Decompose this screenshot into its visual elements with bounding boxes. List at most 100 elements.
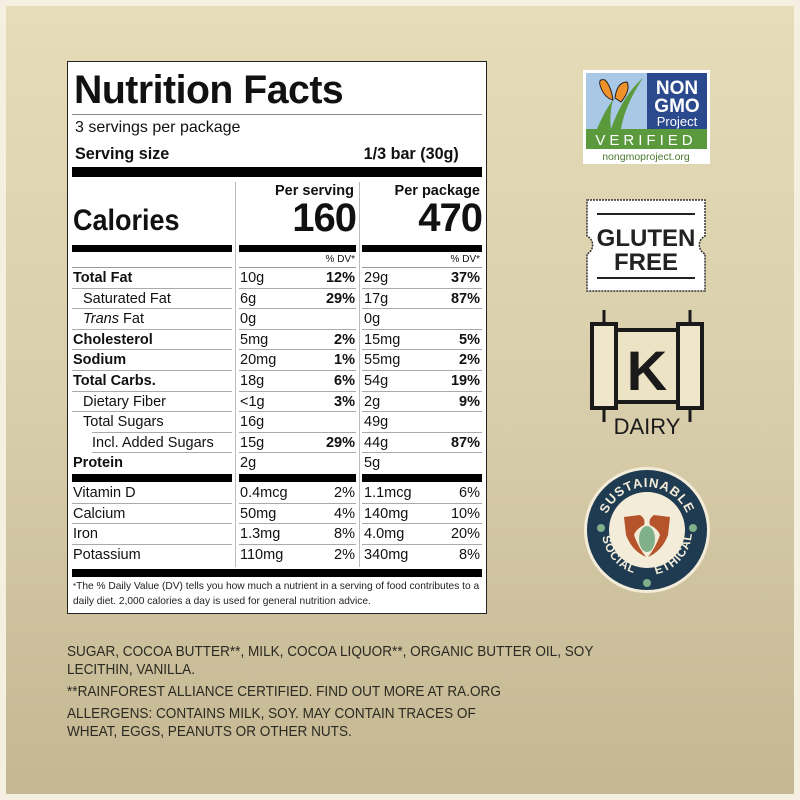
serving-amount: 2g	[240, 455, 257, 472]
dv-header-package: % DV*	[450, 254, 480, 265]
table-row: Incl. Added Sugars 15g 29% 44g 87%	[68, 433, 488, 454]
certification-note: **RAINFOREST ALLIANCE CERTIFIED. FIND OU…	[67, 684, 501, 700]
svg-text:Project: Project	[657, 114, 698, 129]
serving-amount: 0g	[240, 311, 257, 328]
table-row: Calcium 50mg 4% 140mg 10%	[68, 504, 488, 525]
divider	[72, 267, 232, 268]
package-dv: 5%	[459, 331, 480, 348]
serving-dv: 4%	[334, 505, 355, 522]
serving-amount: 1.3mg	[240, 526, 281, 543]
package-amount: 5g	[364, 455, 381, 472]
column-divider	[359, 182, 360, 567]
row-divider	[72, 349, 232, 351]
row-divider	[362, 390, 482, 392]
nutrient-name: Total Carbs.	[73, 373, 156, 389]
row-divider	[239, 287, 356, 289]
nutrition-facts-label: Nutrition Facts 3 servings per package S…	[67, 61, 487, 614]
package-dv: 9%	[459, 393, 480, 410]
svg-text:VERIFIED: VERIFIED	[595, 132, 696, 149]
ingredients-list: SUGAR, COCOA BUTTER**, MILK, COCOA LIQUO…	[67, 644, 594, 678]
row-divider	[239, 452, 356, 454]
serving-dv: 2%	[334, 546, 355, 563]
divider	[239, 267, 356, 268]
gluten-free-ticket-icon: GLUTEN FREE	[586, 199, 706, 292]
nutrient-name: Total Fat	[73, 270, 133, 286]
gluten-free-badge: GLUTEN FREE	[585, 198, 707, 293]
svg-text:GLUTEN: GLUTEN	[597, 225, 696, 252]
thick-divider	[72, 245, 232, 252]
kosher-scroll-icon: K DAIRY	[590, 310, 704, 439]
serving-amount: 10g	[240, 270, 265, 286]
package-dv: 10%	[450, 505, 480, 522]
row-divider	[362, 452, 482, 454]
nutrient-name: Saturated Fat	[83, 290, 171, 307]
row-divider	[239, 543, 356, 545]
svg-text:DAIRY: DAIRY	[614, 414, 681, 439]
serving-amount: 20mg	[240, 352, 277, 369]
per-serving-label: Per serving	[275, 183, 354, 199]
row-divider	[362, 411, 482, 413]
row-divider	[362, 369, 482, 371]
package-dv: 87%	[450, 290, 480, 307]
serving-amount: 50mg	[240, 505, 277, 522]
dv-header-serving: % DV*	[325, 254, 355, 265]
row-divider	[239, 502, 356, 504]
package-dv: 37%	[450, 270, 480, 286]
nutrient-name: Trans Fat	[83, 311, 144, 328]
row-divider	[72, 543, 232, 545]
per-package-label: Per package	[394, 183, 480, 199]
row-divider	[362, 523, 482, 525]
package-amount: 55mg	[364, 352, 401, 369]
row-divider	[72, 390, 232, 392]
table-row: Iron 1.3mg 8% 4.0mg 20%	[68, 524, 488, 545]
ingredients-block: SUGAR, COCOA BUTTER**, MILK, COCOA LIQUO…	[67, 643, 625, 745]
sustainable-social-ethical-badge: SUSTAINABLE SOCIAL ETHICAL	[582, 465, 712, 595]
package-amount: 44g	[364, 434, 389, 451]
package-amount: 140mg	[364, 505, 409, 522]
serving-amount: <1g	[240, 393, 265, 410]
serving-amount: 5mg	[240, 331, 269, 348]
svg-text:NON: NON	[656, 78, 698, 99]
nutrient-name: Protein	[73, 455, 123, 472]
serving-dv: 8%	[334, 526, 355, 543]
thick-divider	[72, 167, 482, 177]
package-dv: 8%	[459, 546, 480, 563]
package-dv: 6%	[459, 485, 480, 501]
serving-dv: 2%	[334, 331, 355, 348]
column-divider	[235, 182, 236, 567]
serving-dv: 1%	[334, 352, 355, 369]
package-amount: 4.0mg	[364, 526, 405, 543]
serving-dv: 29%	[325, 290, 355, 307]
non-gmo-butterfly-icon: NON GMO Project VERIFIED nongmoproject.o…	[583, 70, 710, 164]
serving-dv: 3%	[334, 393, 355, 410]
thick-divider	[239, 474, 356, 482]
serving-amount: 110mg	[240, 546, 284, 563]
allergens-statement: ALLERGENS: CONTAINS MILK, SOY. MAY CONTA…	[67, 706, 476, 740]
nutrient-name: Cholesterol	[73, 331, 153, 348]
nutrient-name: Dietary Fiber	[83, 393, 166, 410]
package-amount: 1.1mcg	[364, 485, 412, 501]
row-divider	[239, 328, 356, 330]
row-divider	[92, 431, 232, 433]
serving-amount: 18g	[240, 373, 265, 389]
servings-per-package: 3 servings per package	[75, 119, 241, 136]
svg-text:K: K	[627, 339, 667, 402]
row-divider	[362, 502, 482, 504]
package-amount: 49g	[364, 414, 389, 431]
package-dv: 2%	[459, 352, 480, 369]
thick-divider	[239, 245, 356, 252]
kosher-dairy-badge: K DAIRY	[582, 310, 712, 440]
row-divider	[72, 502, 232, 504]
table-row: Vitamin D 0.4mcg 2% 1.1mcg 6%	[68, 483, 488, 504]
row-divider	[239, 349, 356, 351]
vitamin-name: Calcium	[73, 505, 126, 522]
thick-divider	[72, 569, 482, 577]
row-divider	[72, 287, 232, 289]
table-row: Sodium 20mg 1% 55mg 2%	[68, 350, 488, 371]
table-row: Total Sugars 16g 49g	[68, 412, 488, 433]
row-divider	[239, 369, 356, 371]
package-dv: 87%	[450, 434, 480, 451]
svg-text:nongmoproject.org: nongmoproject.org	[602, 151, 690, 163]
row-divider	[72, 328, 232, 330]
package-dv: 19%	[450, 373, 480, 389]
